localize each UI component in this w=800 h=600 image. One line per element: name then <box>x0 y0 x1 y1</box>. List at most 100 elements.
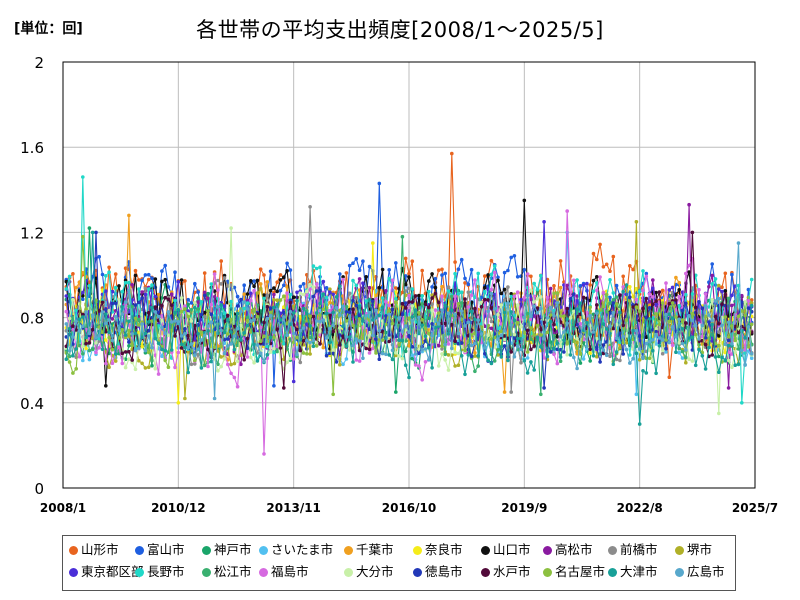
data-point <box>324 311 329 316</box>
data-point <box>637 422 642 426</box>
data-point <box>489 291 494 296</box>
data-point <box>496 275 500 280</box>
data-point <box>371 333 375 338</box>
data-point <box>87 226 92 230</box>
data-point <box>272 286 276 290</box>
data-point <box>354 283 359 288</box>
data-point <box>532 344 536 348</box>
data-point <box>295 335 299 340</box>
data-point <box>384 293 388 298</box>
data-point <box>140 322 144 326</box>
data-point <box>212 295 217 299</box>
data-point <box>542 320 546 325</box>
data-point <box>473 278 477 282</box>
data-point <box>486 309 490 314</box>
data-point <box>288 322 293 327</box>
data-point <box>542 220 546 224</box>
data-point <box>539 295 543 299</box>
data-point <box>380 267 385 272</box>
data-point <box>565 317 569 322</box>
data-point <box>308 314 312 319</box>
data-point <box>749 277 754 282</box>
data-point <box>90 327 95 332</box>
data-point <box>427 289 431 294</box>
data-point <box>644 271 649 276</box>
data-point <box>127 319 131 324</box>
data-point <box>100 272 105 277</box>
data-point <box>374 337 378 342</box>
data-point <box>249 319 253 324</box>
data-point <box>502 287 507 292</box>
data-point <box>740 328 744 333</box>
data-point <box>127 213 131 218</box>
data-point <box>97 309 101 313</box>
data-point <box>624 347 629 352</box>
data-point <box>440 267 444 272</box>
data-point <box>146 328 151 333</box>
data-point <box>71 272 75 276</box>
data-point <box>512 294 517 299</box>
data-point <box>202 363 207 368</box>
data-point <box>338 343 342 347</box>
data-point <box>107 270 111 275</box>
data-point <box>512 354 517 359</box>
data-point <box>344 299 349 304</box>
data-point <box>81 358 85 363</box>
data-point <box>717 354 721 359</box>
data-point <box>166 365 171 370</box>
data-point <box>146 365 151 370</box>
data-point <box>436 364 441 368</box>
data-point <box>387 333 392 337</box>
data-point <box>634 286 639 291</box>
data-point <box>430 366 434 370</box>
data-point <box>581 318 586 323</box>
data-point <box>614 350 619 354</box>
data-point <box>239 297 243 302</box>
data-point <box>314 311 319 315</box>
data-point <box>522 267 527 272</box>
data-point <box>410 353 415 358</box>
data-point <box>272 292 276 297</box>
data-point <box>680 308 685 313</box>
legend-marker <box>481 568 490 577</box>
data-point <box>433 308 438 312</box>
data-point <box>608 311 612 315</box>
data-point <box>420 268 425 273</box>
data-point <box>400 234 405 239</box>
data-point <box>107 335 111 340</box>
data-point <box>324 336 329 340</box>
data-point <box>387 353 392 357</box>
data-point <box>525 311 530 316</box>
data-point <box>515 320 520 325</box>
data-point <box>707 320 711 324</box>
data-point <box>558 259 563 263</box>
data-point <box>67 274 72 279</box>
data-point <box>222 357 227 361</box>
data-point <box>331 323 336 328</box>
data-point <box>137 300 141 305</box>
data-point <box>328 340 332 345</box>
data-point <box>357 268 362 273</box>
data-point <box>176 401 181 405</box>
data-point <box>288 309 293 314</box>
data-point <box>736 362 741 367</box>
data-point <box>608 269 612 274</box>
data-point <box>749 352 754 356</box>
data-point <box>384 289 388 293</box>
data-point <box>677 346 681 351</box>
data-point <box>427 324 431 328</box>
data-point <box>476 271 481 276</box>
data-point <box>232 361 237 366</box>
data-point <box>496 312 500 317</box>
data-point <box>651 286 655 291</box>
data-point <box>690 292 695 296</box>
data-point <box>621 285 625 289</box>
data-point <box>717 287 721 291</box>
legend-marker <box>259 546 268 555</box>
data-point <box>212 316 217 321</box>
data-point <box>351 323 355 328</box>
data-point <box>268 288 273 293</box>
data-point <box>463 372 467 377</box>
data-point <box>585 310 589 315</box>
data-point <box>403 274 408 278</box>
